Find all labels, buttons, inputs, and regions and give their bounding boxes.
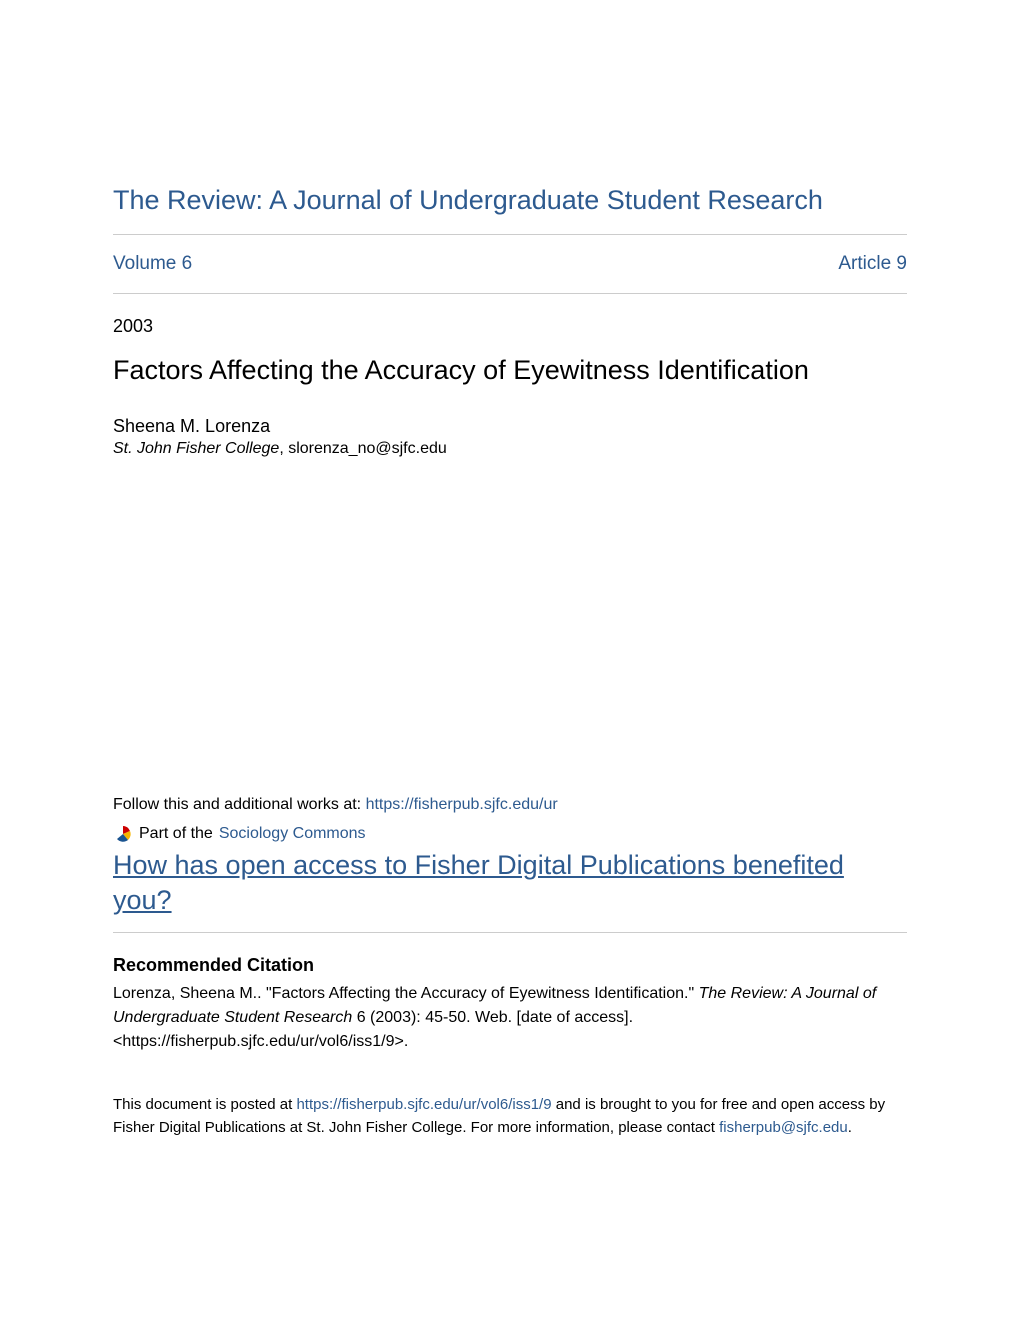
journal-title-link[interactable]: The Review: A Journal of Undergraduate S… (113, 185, 823, 215)
article-link[interactable]: Article 9 (838, 253, 907, 275)
article-title: Factors Affecting the Accuracy of Eyewit… (113, 355, 907, 386)
follow-prefix: Follow this and additional works at: (113, 796, 366, 813)
citation-text: Lorenza, Sheena M.. "Factors Affecting t… (113, 982, 907, 1054)
journal-title: The Review: A Journal of Undergraduate S… (113, 185, 907, 235)
footer-prefix: This document is posted at (113, 1096, 296, 1113)
part-of-prefix: Part of the (139, 825, 213, 843)
follow-text: Follow this and additional works at: htt… (113, 796, 907, 814)
part-of-row: Part of the Sociology Commons (113, 824, 907, 844)
citation-heading: Recommended Citation (113, 955, 907, 976)
footer-text: This document is posted at https://fishe… (113, 1094, 907, 1139)
vertical-spacer (113, 458, 907, 796)
sociology-commons-link[interactable]: Sociology Commons (219, 825, 366, 843)
footer-email-link[interactable]: fisherpub@sjfc.edu (719, 1119, 848, 1136)
author-email: , slorenza_no@sjfc.edu (279, 440, 446, 457)
benefit-link[interactable]: How has open access to Fisher Digital Pu… (113, 848, 907, 933)
footer-url-link[interactable]: https://fisherpub.sjfc.edu/ur/vol6/iss1/… (296, 1096, 551, 1113)
publication-year: 2003 (113, 316, 907, 337)
commons-icon (113, 824, 133, 844)
author-affiliation: St. John Fisher College, slorenza_no@sjf… (113, 440, 907, 458)
affiliation-institution: St. John Fisher College (113, 440, 279, 457)
citation-author-part: Lorenza, Sheena M.. "Factors Affecting t… (113, 985, 699, 1002)
footer-suffix: . (848, 1119, 852, 1136)
follow-link[interactable]: https://fisherpub.sjfc.edu/ur (366, 796, 558, 813)
volume-article-row: Volume 6 Article 9 (113, 235, 907, 294)
volume-link[interactable]: Volume 6 (113, 253, 192, 275)
author-name: Sheena M. Lorenza (113, 416, 907, 437)
